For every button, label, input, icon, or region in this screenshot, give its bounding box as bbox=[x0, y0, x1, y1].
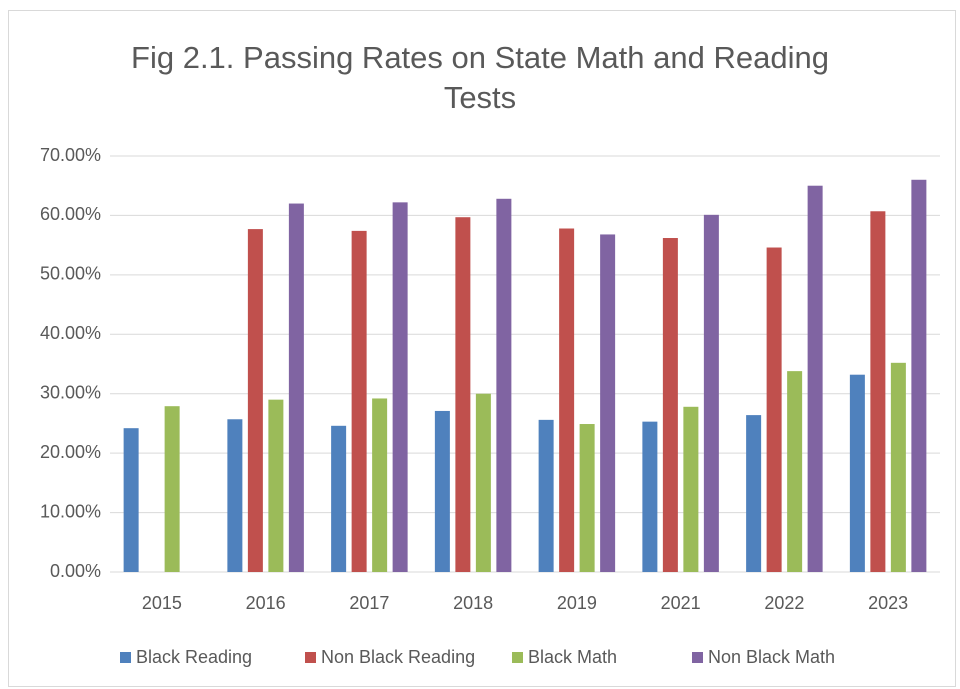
x-tick-label: 2017 bbox=[349, 593, 389, 613]
bar bbox=[288, 203, 304, 573]
bar bbox=[787, 371, 803, 572]
bar bbox=[870, 211, 886, 573]
legend-label: Non Black Reading bbox=[321, 647, 475, 667]
legend-swatch bbox=[692, 652, 703, 663]
bar bbox=[268, 399, 284, 572]
bar bbox=[372, 398, 388, 572]
legend-swatch bbox=[512, 652, 523, 663]
legend-label: Black Math bbox=[528, 647, 617, 667]
y-tick-label: 70.00% bbox=[40, 145, 101, 165]
legend-label: Black Reading bbox=[136, 647, 252, 667]
bar bbox=[579, 424, 595, 572]
bar bbox=[600, 234, 616, 572]
x-tick-label: 2019 bbox=[557, 593, 597, 613]
bar bbox=[123, 428, 139, 572]
y-tick-label: 40.00% bbox=[40, 323, 101, 343]
x-tick-label: 2015 bbox=[142, 593, 182, 613]
x-tick-label: 2023 bbox=[868, 593, 908, 613]
bar bbox=[559, 228, 575, 572]
bar bbox=[662, 238, 678, 573]
bar bbox=[890, 362, 906, 572]
bar bbox=[434, 410, 450, 572]
bar bbox=[164, 406, 180, 572]
x-tick-label: 2021 bbox=[661, 593, 701, 613]
y-tick-label: 20.00% bbox=[40, 442, 101, 462]
bar bbox=[911, 179, 927, 572]
x-tick-label: 2016 bbox=[246, 593, 286, 613]
legend-label: Non Black Math bbox=[708, 647, 835, 667]
y-tick-label: 30.00% bbox=[40, 382, 101, 402]
bar bbox=[642, 421, 658, 572]
bar bbox=[455, 217, 471, 572]
bar bbox=[807, 185, 823, 572]
bar bbox=[766, 247, 782, 572]
x-tick-label: 2022 bbox=[764, 593, 804, 613]
legend-swatch bbox=[120, 652, 131, 663]
bar bbox=[703, 214, 719, 572]
bar bbox=[351, 230, 367, 572]
chart-title: Fig 2.1. Passing Rates on State Math and… bbox=[131, 40, 829, 115]
bar bbox=[849, 374, 865, 572]
bar bbox=[683, 406, 699, 572]
bar bbox=[475, 393, 491, 572]
legend-swatch bbox=[305, 652, 316, 663]
x-tick-label: 2018 bbox=[453, 593, 493, 613]
bar bbox=[746, 415, 762, 572]
y-tick-label: 50.00% bbox=[40, 264, 101, 284]
bar bbox=[392, 202, 408, 572]
chart-frame bbox=[8, 10, 956, 687]
y-tick-label: 60.00% bbox=[40, 204, 101, 224]
y-tick-label: 10.00% bbox=[40, 501, 101, 521]
bar bbox=[227, 419, 243, 572]
bar bbox=[496, 198, 512, 572]
y-tick-label: 0.00% bbox=[50, 561, 101, 581]
bar bbox=[331, 425, 347, 572]
bar bbox=[538, 419, 554, 572]
bar bbox=[247, 229, 263, 572]
